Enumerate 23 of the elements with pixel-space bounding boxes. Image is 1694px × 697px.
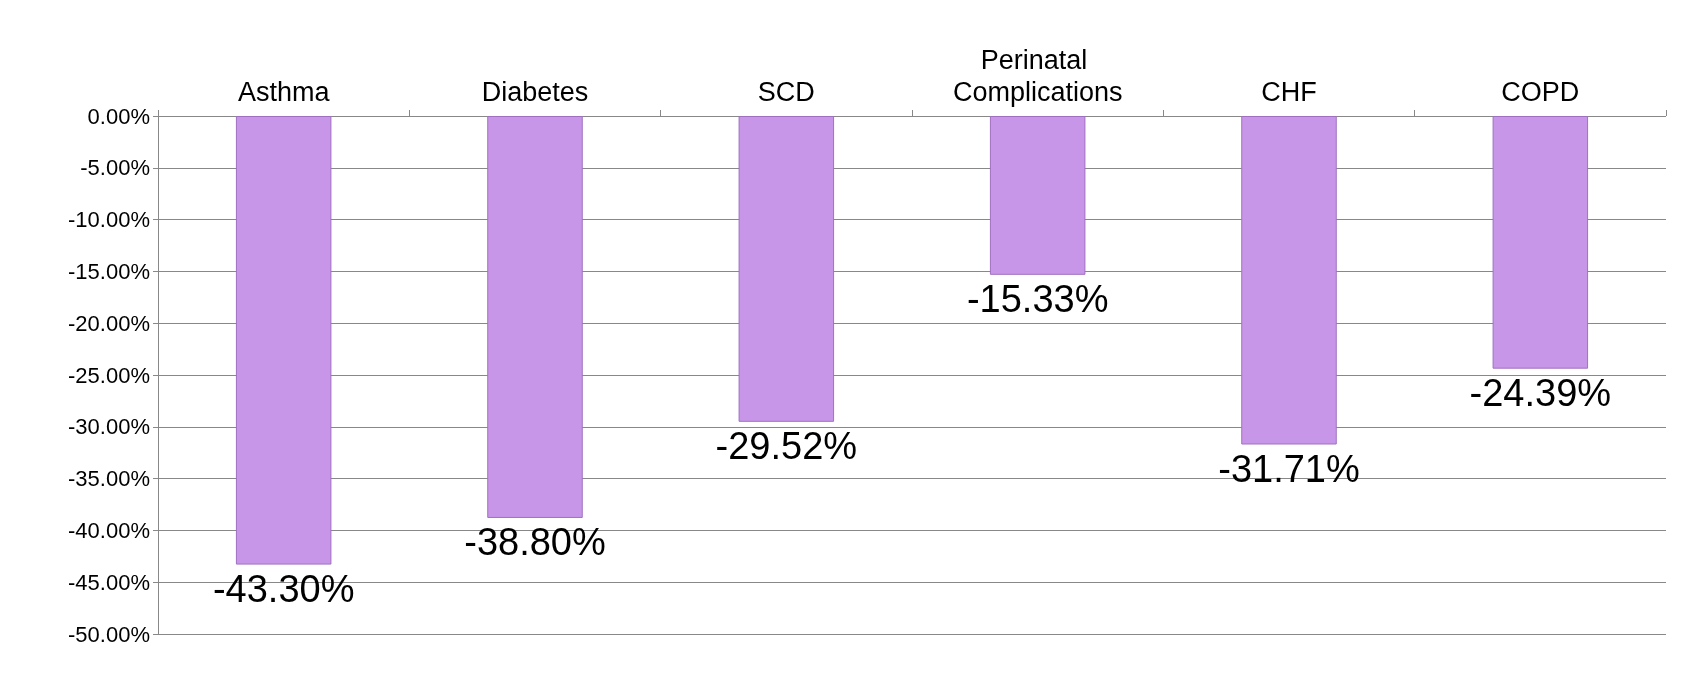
y-tick-label: -45.00% (68, 569, 150, 595)
x-tick-label: Diabetes (481, 77, 589, 107)
y-tick-label: -30.00% (68, 414, 150, 440)
data-label: -31.71% (1218, 447, 1360, 490)
y-tick-label: -25.00% (68, 362, 150, 388)
y-tick-label: 0.00% (87, 103, 150, 129)
y-tick-label: -40.00% (68, 517, 150, 543)
data-label: -43.30% (212, 567, 355, 610)
y-tick-label: -15.00% (68, 258, 150, 284)
y-tick-label: -10.00% (68, 207, 150, 233)
y-tick-label: -35.00% (68, 466, 150, 492)
x-tick-label: Perinatal Complications (952, 45, 1123, 107)
data-label: -15.33% (966, 277, 1109, 320)
y-tick-label: -20.00% (68, 310, 150, 336)
data-label: -29.52% (715, 424, 858, 467)
x-tick-label: COPD (1501, 77, 1580, 107)
data-label: -24.39% (1469, 371, 1612, 414)
data-label: -38.80% (464, 520, 606, 563)
x-tick-label: CHF (1261, 77, 1317, 107)
x-tick-label: Asthma (237, 77, 331, 107)
y-tick-label: -5.00% (80, 155, 150, 181)
y-tick-label: -50.00% (68, 621, 150, 647)
x-tick-label: SCD (757, 77, 815, 107)
